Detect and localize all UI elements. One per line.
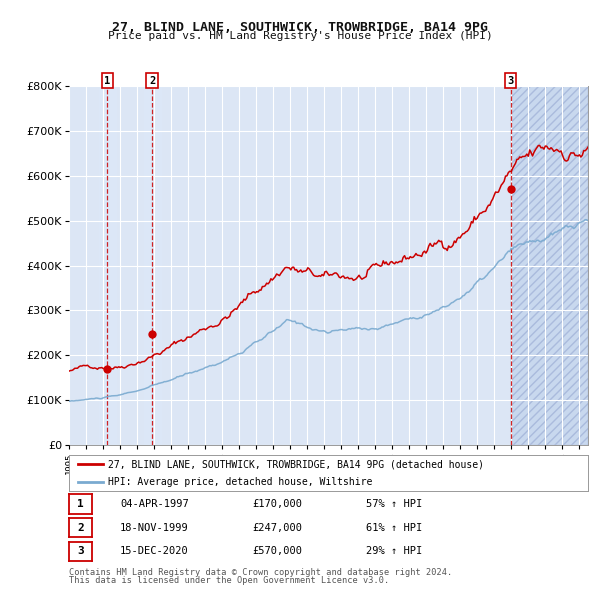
Text: Price paid vs. HM Land Registry's House Price Index (HPI): Price paid vs. HM Land Registry's House …: [107, 31, 493, 41]
Text: 2: 2: [149, 76, 155, 86]
Bar: [143, 86, 161, 445]
Text: 61% ↑ HPI: 61% ↑ HPI: [366, 523, 422, 533]
Text: Contains HM Land Registry data © Crown copyright and database right 2024.: Contains HM Land Registry data © Crown c…: [69, 568, 452, 577]
Text: £247,000: £247,000: [252, 523, 302, 533]
Text: 04-APR-1997: 04-APR-1997: [120, 499, 189, 509]
Bar: [511, 86, 588, 445]
Bar: [99, 86, 116, 445]
Text: 27, BLIND LANE, SOUTHWICK, TROWBRIDGE, BA14 9PG (detached house): 27, BLIND LANE, SOUTHWICK, TROWBRIDGE, B…: [108, 460, 484, 469]
Text: 29% ↑ HPI: 29% ↑ HPI: [366, 546, 422, 556]
Text: 27, BLIND LANE, SOUTHWICK, TROWBRIDGE, BA14 9PG: 27, BLIND LANE, SOUTHWICK, TROWBRIDGE, B…: [112, 21, 488, 34]
Text: 15-DEC-2020: 15-DEC-2020: [120, 546, 189, 556]
Text: 2: 2: [77, 523, 84, 533]
Text: 18-NOV-1999: 18-NOV-1999: [120, 523, 189, 533]
Text: HPI: Average price, detached house, Wiltshire: HPI: Average price, detached house, Wilt…: [108, 477, 372, 487]
Text: This data is licensed under the Open Government Licence v3.0.: This data is licensed under the Open Gov…: [69, 576, 389, 585]
Text: 3: 3: [508, 76, 514, 86]
Text: 1: 1: [77, 499, 84, 509]
Bar: [511, 86, 588, 445]
Text: £170,000: £170,000: [252, 499, 302, 509]
Text: £570,000: £570,000: [252, 546, 302, 556]
Text: 57% ↑ HPI: 57% ↑ HPI: [366, 499, 422, 509]
Text: 3: 3: [77, 546, 84, 556]
Text: 1: 1: [104, 76, 110, 86]
